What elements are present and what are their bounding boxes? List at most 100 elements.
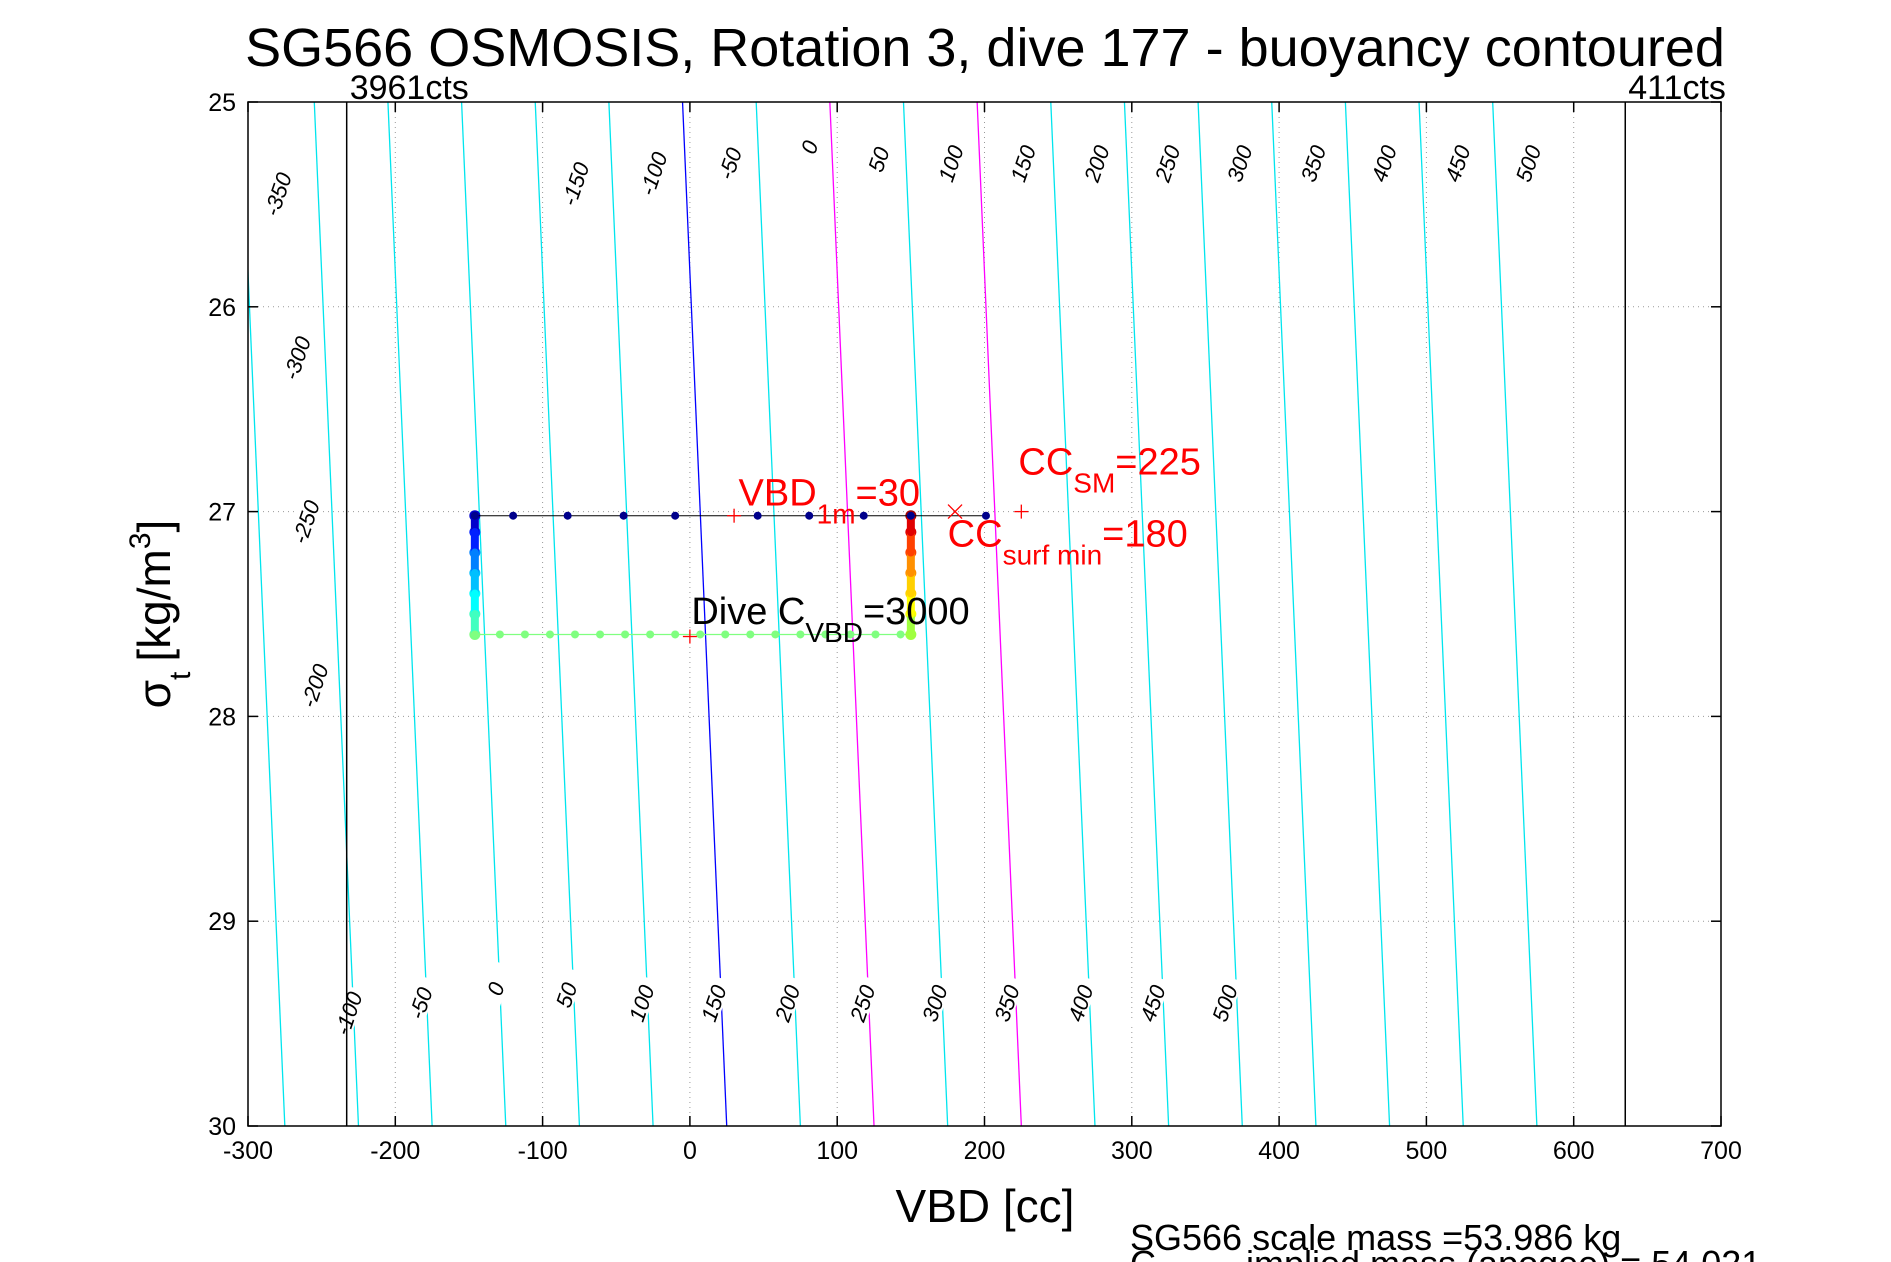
trajectory-point bbox=[753, 511, 762, 520]
footer-scale-mass: SG566 scale mass =53.986 kg bbox=[1130, 1217, 1621, 1258]
contour-line bbox=[608, 102, 654, 1126]
contour-label-top-backdrop bbox=[928, 134, 969, 192]
y-tick-label: 27 bbox=[208, 499, 236, 527]
y-tick-label: 28 bbox=[208, 703, 236, 731]
annotation-ccsm-main: CC bbox=[1018, 442, 1073, 484]
annotation-ccsurf-value: =180 bbox=[1102, 513, 1188, 555]
footer-implied-mass-symbol: C bbox=[1130, 1243, 1156, 1262]
trajectory-point bbox=[470, 511, 479, 520]
contour-label-top-backdrop bbox=[707, 134, 748, 192]
y-axis-label-symbol: σ bbox=[128, 680, 180, 708]
x-axis-label: VBD [cc] bbox=[896, 1180, 1075, 1232]
contour-label-top-backdrop bbox=[1435, 134, 1476, 192]
y-tick-label: 26 bbox=[208, 294, 236, 322]
contour-label-top-backdrop bbox=[631, 144, 671, 202]
annotation-vbd1m-main: VBD bbox=[739, 472, 817, 514]
trajectory-point bbox=[821, 630, 830, 639]
contour-label-top-backdrop bbox=[1145, 134, 1186, 192]
trajectory-point bbox=[571, 630, 580, 639]
x-tick-label: 700 bbox=[1700, 1137, 1742, 1165]
annotation-divecvbd-subscript: VBD bbox=[805, 617, 863, 648]
svg-text:σt[kg/m3]: σt [kg/m3] bbox=[124, 520, 197, 709]
trajectory-point bbox=[545, 630, 554, 639]
trajectory-point bbox=[520, 630, 529, 639]
trajectory-point bbox=[671, 630, 680, 639]
x-tick-label: 100 bbox=[816, 1137, 858, 1165]
trajectory-point bbox=[771, 630, 780, 639]
trajectory-point bbox=[846, 630, 855, 639]
trajectory-point bbox=[796, 630, 805, 639]
annotation-vbd1m: VBD1m=30 bbox=[739, 472, 921, 529]
annotation-ccsm-value: =225 bbox=[1115, 442, 1201, 484]
contour-label-bottom-backdrop bbox=[619, 973, 660, 1031]
contour-label-bottom-backdrop bbox=[398, 973, 439, 1031]
contour-line bbox=[829, 102, 875, 1126]
contour-line bbox=[1123, 102, 1170, 1126]
trajectory-point bbox=[495, 630, 504, 639]
annotation-ccsurf-main: CC bbox=[948, 513, 1003, 555]
trajectory-point bbox=[896, 630, 905, 639]
contour-label-top-backdrop bbox=[856, 130, 897, 188]
contour-label-top-backdrop bbox=[1217, 134, 1258, 192]
contour-line bbox=[460, 102, 507, 1126]
trajectory-point bbox=[563, 511, 572, 520]
y-axis-label: σt [kg/m3] bbox=[124, 520, 197, 709]
dive-trajectory bbox=[469, 510, 990, 640]
trajectory-point bbox=[646, 630, 655, 639]
x-tick-label: -200 bbox=[370, 1137, 420, 1165]
contour-line bbox=[1344, 102, 1391, 1126]
chart-title: SG566 OSMOSIS, Rotation 3, dive 177 - bu… bbox=[245, 18, 1725, 78]
trajectory-point bbox=[871, 630, 880, 639]
annotation-ccsurf: CCsurf min=180 bbox=[948, 513, 1188, 570]
trajectory-point bbox=[671, 511, 680, 520]
contour-line bbox=[902, 102, 949, 1126]
reference-markers bbox=[682, 504, 1029, 644]
contour-line bbox=[387, 102, 433, 1126]
contour-label-top-backdrop bbox=[1506, 134, 1546, 192]
vbd-limit-lines: 3961cts 411cts bbox=[345, 69, 1726, 1126]
y-tick-label: 30 bbox=[208, 1113, 236, 1141]
limit-line-label: 411cts bbox=[1628, 69, 1726, 107]
trajectory-point bbox=[805, 511, 814, 520]
contour-line bbox=[681, 102, 728, 1126]
annotation-divecvbd: Dive CVBD=3000 bbox=[691, 591, 969, 648]
x-tick-label: 200 bbox=[964, 1137, 1006, 1165]
annotation-ccsurf-subscript: surf min bbox=[1003, 539, 1103, 570]
trajectory-point bbox=[619, 511, 628, 520]
contour-line bbox=[1050, 102, 1096, 1126]
contour-label-top-backdrop bbox=[787, 117, 828, 175]
contour-label-bottom-backdrop bbox=[1058, 973, 1099, 1031]
contour-line bbox=[1418, 102, 1464, 1126]
contour-label-top-group: 0 bbox=[787, 117, 828, 175]
annotation-divecvbd-main: Dive C bbox=[691, 591, 805, 633]
contour-label-bottom-backdrop bbox=[912, 973, 953, 1031]
x-tick-label: 400 bbox=[1258, 1137, 1300, 1165]
contour-line bbox=[976, 102, 1022, 1126]
y-tick-label: 29 bbox=[208, 908, 236, 936]
contour-label-bottom-backdrop bbox=[765, 973, 806, 1031]
x-tick-label: -300 bbox=[223, 1137, 273, 1165]
contour-label-top-backdrop bbox=[553, 154, 593, 212]
trajectory-point bbox=[509, 511, 518, 520]
trajectory-point bbox=[906, 511, 915, 520]
annotation-vbd1m-subscript: 1m bbox=[817, 498, 856, 529]
marker-x-b bbox=[947, 504, 963, 520]
x-tick-label: 500 bbox=[1406, 1137, 1448, 1165]
trajectory-point bbox=[696, 630, 705, 639]
contour-line bbox=[755, 102, 802, 1126]
contour-label-top-backdrop bbox=[255, 165, 296, 222]
axis-ticks: -300 -200 -100 0 100 200 300 400 500 600 700252627… bbox=[208, 89, 1742, 1165]
footer-implied-mass-text: implied mass (apogee) = 54.021 bbox=[1246, 1243, 1761, 1262]
contour-label-top-backdrop bbox=[283, 492, 324, 550]
contour-line bbox=[534, 102, 581, 1126]
y-axis-label-subscript: t bbox=[164, 671, 197, 680]
contour-label-top-backdrop bbox=[274, 328, 315, 386]
limit-line-label: 3961cts bbox=[350, 69, 469, 107]
contour-label-top-backdrop bbox=[1291, 134, 1331, 192]
trajectory-point bbox=[721, 630, 730, 639]
contour-label-top-backdrop bbox=[1001, 134, 1041, 192]
trajectory-point bbox=[470, 630, 479, 639]
contour-label-bottom-backdrop bbox=[1202, 973, 1243, 1031]
annotation-divecvbd-value: =3000 bbox=[863, 591, 970, 633]
